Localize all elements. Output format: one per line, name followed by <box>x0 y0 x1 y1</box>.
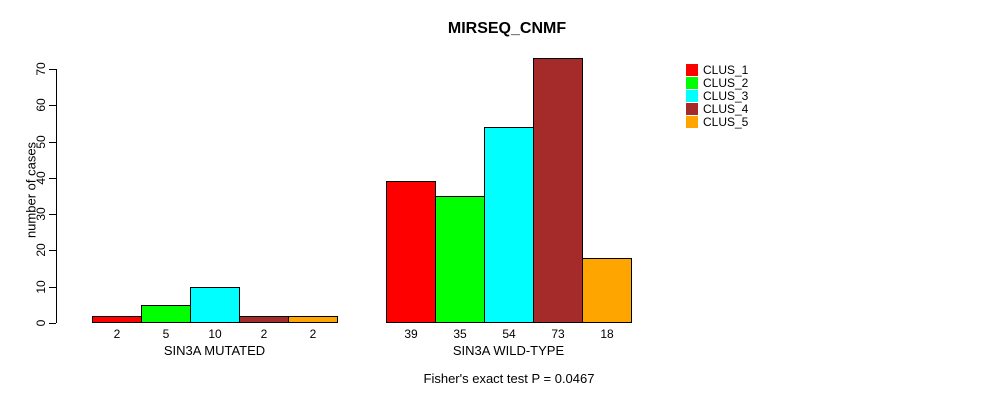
footnote: Fisher's exact test P = 0.0467 <box>423 371 595 386</box>
y-tick-0 <box>49 323 56 324</box>
bar-value-label-clus-3-sin3a-wild-type: 54 <box>502 327 516 341</box>
bar-value-label-clus-3-sin3a-mutated: 10 <box>208 327 222 341</box>
bar-value-label-clus-4-sin3a-wild-type: 73 <box>551 327 565 341</box>
bar-clus-3-sin3a-wild-type <box>484 127 534 323</box>
bar-value-label-clus-1-sin3a-mutated: 2 <box>113 327 121 341</box>
legend-label-clus-4: CLUS_4 <box>703 102 749 117</box>
chart-title: MIRSEQ_CNMF <box>447 20 567 37</box>
bar-clus-3-sin3a-mutated <box>190 287 240 323</box>
legend-swatch-clus-5 <box>686 116 698 129</box>
y-tick-30 <box>49 214 56 216</box>
legend-item-clus-5: CLUS_5 <box>686 115 749 130</box>
legend-swatch-clus-3 <box>686 89 698 102</box>
bar-value-label-clus-1-sin3a-wild-type: 39 <box>404 327 418 341</box>
bar-value-label-clus-2-sin3a-mutated: 5 <box>162 327 170 341</box>
legend-label-clus-1: CLUS_1 <box>703 62 749 77</box>
y-tick-label-70: 70 <box>34 62 48 76</box>
legend-label-clus-3: CLUS_3 <box>703 88 749 103</box>
bar-value-label-clus-5-sin3a-wild-type: 18 <box>600 327 614 341</box>
bar-clus-4-sin3a-mutated <box>239 316 289 323</box>
legend-swatch-clus-2 <box>686 76 698 89</box>
y-axis <box>56 69 57 323</box>
bar-clus-5-sin3a-mutated <box>288 316 338 323</box>
y-tick-label-60: 60 <box>34 98 48 112</box>
legend-item-clus-2: CLUS_2 <box>686 75 749 90</box>
legend-item-clus-1: CLUS_1 <box>686 62 749 77</box>
y-tick-40 <box>49 177 56 179</box>
y-tick-20 <box>49 250 56 252</box>
y-tick-60 <box>49 105 56 107</box>
bar-clus-2-sin3a-wild-type <box>435 196 485 323</box>
bar-value-label-clus-5-sin3a-mutated: 2 <box>309 327 317 341</box>
bar-clus-1-sin3a-mutated <box>92 316 142 323</box>
bar-clus-2-sin3a-mutated <box>141 305 191 323</box>
y-tick-label-10: 10 <box>34 280 48 294</box>
bar-value-label-clus-2-sin3a-wild-type: 35 <box>453 327 467 341</box>
bar-clus-5-sin3a-wild-type <box>582 258 632 323</box>
legend-item-clus-4: CLUS_4 <box>686 102 749 117</box>
y-axis-label: number of cases <box>23 141 39 239</box>
legend-label-clus-2: CLUS_2 <box>703 75 749 90</box>
y-tick-label-20: 20 <box>34 243 48 258</box>
group-label-sin3a-wild-type: SIN3A WILD-TYPE <box>452 343 565 358</box>
y-tick-label-40: 40 <box>34 171 48 185</box>
bar-clus-4-sin3a-wild-type <box>533 58 583 323</box>
group-label-sin3a-mutated: SIN3A MUTATED <box>163 343 266 358</box>
legend-label-clus-5: CLUS_5 <box>703 115 749 130</box>
y-tick-70 <box>49 69 56 70</box>
bar-value-label-clus-4-sin3a-mutated: 2 <box>260 327 268 341</box>
bar-clus-1-sin3a-wild-type <box>386 181 436 323</box>
y-tick-label-50: 50 <box>34 134 48 149</box>
legend-swatch-clus-4 <box>686 103 698 116</box>
legend-item-clus-3: CLUS_3 <box>686 88 749 103</box>
y-tick-50 <box>49 141 56 143</box>
y-tick-label-0: 0 <box>34 319 48 327</box>
legend-swatch-clus-1 <box>686 63 698 76</box>
y-tick-10 <box>49 286 56 288</box>
y-tick-label-30: 30 <box>34 207 48 221</box>
